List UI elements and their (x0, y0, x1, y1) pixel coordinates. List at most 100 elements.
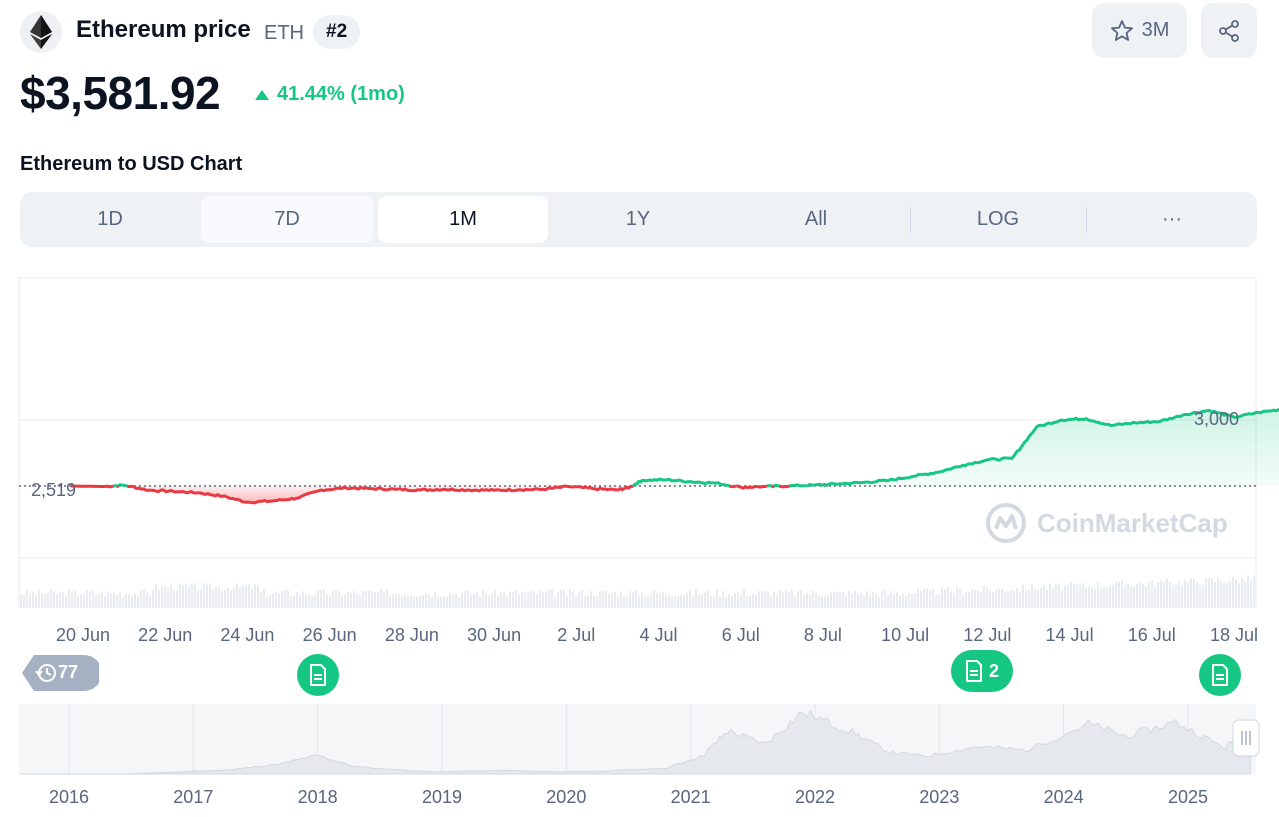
volume-bar (1064, 585, 1066, 607)
watermark-text: CoinMarketCap (1037, 507, 1228, 538)
tab-log[interactable]: LOG (976, 208, 1020, 230)
triangle-up-icon (255, 89, 269, 100)
volume-bar (146, 592, 148, 607)
volume-bar (92, 590, 94, 607)
volume-bar (452, 594, 454, 607)
x-tick-label: 6 Jul (721, 625, 760, 645)
volume-bar (521, 592, 523, 607)
volume-bar (479, 596, 481, 607)
volume-bar (494, 589, 496, 607)
volume-bar (905, 595, 907, 607)
price-chart[interactable] (0, 270, 1279, 615)
share-button[interactable] (1201, 3, 1257, 58)
volume-bar (341, 595, 343, 607)
volume-bar (737, 592, 739, 607)
tab-all[interactable]: All (804, 208, 828, 230)
share-icon (1219, 19, 1239, 42)
volume-bar (326, 595, 328, 607)
volume-bar (35, 594, 37, 607)
watchlist-button[interactable]: 3M (1092, 3, 1187, 58)
volume-bar (683, 595, 685, 607)
above-reference-area (113, 409, 1279, 486)
coin-ticker: ETH (264, 22, 304, 44)
volume-bar (311, 595, 313, 607)
overview-navigator[interactable]: 2016 2017 2018 2019 2020 2021 2022 2023 2024 2025 (0, 700, 1279, 817)
volume-bar (863, 596, 865, 607)
tab-1d[interactable]: 1D (97, 208, 123, 230)
volume-bar (590, 591, 592, 607)
volume-bar (335, 589, 337, 607)
tab-divider (910, 207, 911, 233)
volume-bar (443, 596, 445, 607)
volume-bar (287, 590, 289, 607)
tab-1m[interactable]: 1M (378, 196, 548, 243)
volume-bar (674, 596, 676, 607)
volume-bar (260, 591, 262, 607)
volume-bar (527, 591, 529, 607)
volume-bar (803, 594, 805, 607)
volume-bar (1163, 582, 1165, 607)
volume-bar (1136, 584, 1138, 607)
volume-bar (275, 591, 277, 607)
tab-1y[interactable]: 1Y (625, 208, 651, 230)
volume-bar (221, 590, 223, 607)
volume-bar (662, 591, 664, 607)
volume-bar (599, 590, 601, 607)
volume-bar (1211, 578, 1213, 607)
volume-bar (914, 593, 916, 607)
year-label: 2020 (546, 787, 586, 807)
volume-bar (875, 593, 877, 607)
volume-bar (920, 590, 922, 607)
volume-bar (392, 593, 394, 607)
volume-bar (644, 596, 646, 607)
volume-bar (1121, 580, 1123, 607)
volume-bar (140, 589, 142, 607)
volume-bar (518, 594, 520, 607)
volume-bar (491, 593, 493, 607)
x-tick-label: 26 Jun (302, 625, 357, 645)
volume-bar (551, 589, 553, 607)
volume-bar (38, 589, 40, 607)
volume-bar (1187, 582, 1189, 607)
volume-bar (182, 585, 184, 607)
volume-bar (1004, 591, 1006, 607)
volume-bar (176, 590, 178, 607)
volume-bar (566, 595, 568, 607)
volume-bar (107, 591, 109, 607)
volume-bar (1019, 591, 1021, 607)
volume-bar (380, 589, 382, 607)
volume-bar (572, 591, 574, 607)
x-tick-label: 12 Jul (963, 625, 1012, 645)
year-label: 2025 (1168, 787, 1208, 807)
volume-bar (995, 589, 997, 607)
news-pin-12jul[interactable]: 2 (951, 650, 1013, 692)
volume-bar (884, 590, 886, 607)
volume-bar (68, 589, 70, 607)
volume-bar (677, 596, 679, 607)
volume-bar (701, 594, 703, 607)
news-pin-26jun[interactable] (297, 654, 339, 696)
volume-bar (716, 589, 718, 607)
volume-bar (1202, 584, 1204, 607)
volume-bar (767, 591, 769, 607)
price-line-up (112, 408, 1279, 488)
volume-bar (830, 592, 832, 607)
tab-more[interactable]: ··· (1162, 208, 1182, 230)
volume-bar (1052, 587, 1054, 607)
news-pin-18jul[interactable] (1199, 654, 1241, 696)
history-events-badge[interactable] (22, 653, 99, 693)
tab-7d[interactable]: 7D (201, 196, 373, 243)
volume-bar (1133, 587, 1135, 607)
volume-bar (302, 591, 304, 607)
volume-bar (731, 596, 733, 607)
volume-bar (575, 595, 577, 607)
volume-bar (377, 592, 379, 607)
volume-bar (593, 596, 595, 607)
volume-bar (602, 591, 604, 607)
volume-bar (206, 583, 208, 607)
volume-bar (809, 594, 811, 607)
volume-bar (32, 591, 34, 607)
x-tick-label: 24 Jun (220, 625, 275, 645)
volume-bar (1037, 590, 1039, 607)
volume-bar (299, 595, 301, 607)
